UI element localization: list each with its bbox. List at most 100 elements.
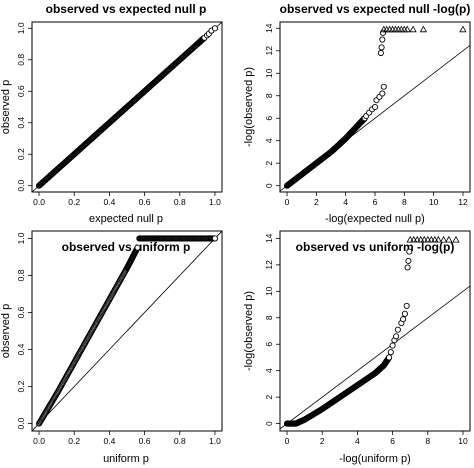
data-point <box>134 244 141 251</box>
data-point <box>371 103 379 111</box>
y-tick-label: 10 <box>264 286 274 296</box>
y-axis-label: -log(observed p) <box>243 67 255 147</box>
x-tick-label: 6 <box>390 436 395 446</box>
series-0 <box>35 34 208 189</box>
x-tick-label: 2 <box>314 197 319 207</box>
data-point-triangle <box>459 25 467 33</box>
data-point-triangle <box>413 235 421 243</box>
panel-title: observed vs expected null -log(p) <box>280 2 471 16</box>
y-axis-label: observed p <box>0 80 12 134</box>
series-0 <box>283 354 393 427</box>
panel-observed-vs-uniform-p: observed vs uniform p 0.0 0.2 0.4 0.6 0.8 1.0… <box>0 230 223 465</box>
data-point <box>389 342 396 349</box>
y-tick-label: 4 <box>264 368 274 373</box>
y-tick-label: 1.0 <box>16 232 26 244</box>
panel-title: observed vs uniform -log(p) <box>296 240 455 254</box>
y-tick-label: 4 <box>264 138 274 143</box>
data-point <box>394 326 401 333</box>
series-1 <box>203 25 219 39</box>
x-tick-label: 0.0 <box>33 197 45 207</box>
data-point <box>403 302 410 309</box>
data-point-triangle <box>409 25 417 33</box>
y-tick-label: 14 <box>264 233 274 243</box>
panel-title: observed vs uniform p <box>62 240 191 254</box>
x-tick-label: 0.4 <box>103 197 115 207</box>
x-tick-label: 6 <box>373 197 378 207</box>
data-point <box>406 248 413 255</box>
y-tick-label: 0.6 <box>16 85 26 97</box>
data-point <box>380 83 387 90</box>
data-point-triangle <box>410 235 418 243</box>
y-axis-label: -log(observed p) <box>243 291 255 371</box>
y-tick-label: 0.2 <box>16 148 26 160</box>
y-tick-label: 2 <box>264 395 274 400</box>
data-point-triangle <box>439 235 448 243</box>
data-point <box>400 316 407 323</box>
panel-observed-vs-uniform-log-p: observed vs uniform -log(p) 0 2 4 6 8 10 0 2 4 6 8… <box>243 230 471 465</box>
x-tick-label: 10 <box>429 197 439 207</box>
data-point <box>378 44 385 51</box>
x-tick-label: 0 <box>285 436 290 446</box>
y-tick-label: 0.8 <box>16 269 26 281</box>
x-tick-label: 4 <box>343 197 348 207</box>
data-point <box>379 90 386 97</box>
y-tick-label: 12 <box>264 46 274 56</box>
y-tick-label: 0.0 <box>16 417 26 429</box>
reference-line <box>32 231 222 431</box>
series-1 <box>363 29 387 120</box>
data-point <box>211 235 219 242</box>
plot-frame <box>279 230 471 432</box>
x-tick-label: 0.2 <box>68 197 80 207</box>
y-tick-label: 0.6 <box>16 306 26 318</box>
y-tick-label: 0.8 <box>16 54 26 66</box>
x-tick-label: 4 <box>355 436 360 446</box>
plot-contents <box>280 235 470 430</box>
plot-frame <box>31 230 223 432</box>
series-1 <box>136 235 219 242</box>
data-point-triangle <box>406 235 414 243</box>
y-tick-label: 10 <box>264 68 274 78</box>
data-point <box>405 257 412 264</box>
x-axis-label: uniform p <box>103 453 149 465</box>
plot-area: 0 2 4 6 8 10 0 2 4 6 8 10 12 14 <box>264 233 470 446</box>
x-axis-label: -log(expected null p) <box>325 213 425 225</box>
y-axis-label: observed p <box>0 304 12 358</box>
series-0 <box>283 115 368 189</box>
x-tick-label: 0.0 <box>33 436 45 446</box>
data-point <box>386 354 393 361</box>
y-tick-label: 0 <box>264 421 274 426</box>
x-tick-label: 12 <box>458 197 468 207</box>
y-tick-label: 6 <box>264 116 274 121</box>
plot-contents <box>32 22 222 192</box>
data-point <box>404 264 411 271</box>
x-tick-label: 8 <box>402 197 407 207</box>
data-point-triangle <box>445 235 453 243</box>
data-point-triangle <box>427 235 435 243</box>
data-point <box>393 333 400 340</box>
panel-observed-vs-expected-null-log-p: observed vs expected null -log(p) 0 2 4 6 8 1… <box>243 2 471 225</box>
x-tick-label: 0.2 <box>68 436 80 446</box>
x-tick-label: 1.0 <box>209 197 221 207</box>
y-tick-label: 8 <box>264 315 274 320</box>
x-tick-label: 0.8 <box>174 197 186 207</box>
y-tick-label: 0 <box>264 183 274 188</box>
data-point <box>211 25 219 32</box>
y-tick-label: 6 <box>264 342 274 347</box>
series-0 <box>35 244 141 427</box>
x-axis-label: -log(uniform p) <box>339 453 411 465</box>
plot-area: 0 2 4 6 8 10 12 0 2 4 6 8 10 12 14 <box>264 23 470 207</box>
plot-area: 0.0 0.2 0.4 0.6 0.8 1.0 0.0 0.2 0.4 0.6 0.8 1.0 <box>16 22 222 207</box>
data-point-triangle <box>452 235 460 243</box>
y-tick-label: 1.0 <box>16 22 26 34</box>
x-axis-label: expected null p <box>89 213 163 225</box>
x-tick-label: 1.0 <box>209 436 221 446</box>
plot-contents <box>280 25 470 192</box>
data-point <box>379 36 386 43</box>
series-2 <box>406 235 460 243</box>
y-tick-label: 8 <box>264 93 274 98</box>
data-point-triangle <box>417 235 425 243</box>
x-tick-label: 8 <box>425 436 430 446</box>
y-tick-label: 2 <box>264 161 274 166</box>
panel-observed-vs-expected-null-p: observed vs expected null p 0.0 0.2 0.4 0.6… <box>0 2 223 225</box>
